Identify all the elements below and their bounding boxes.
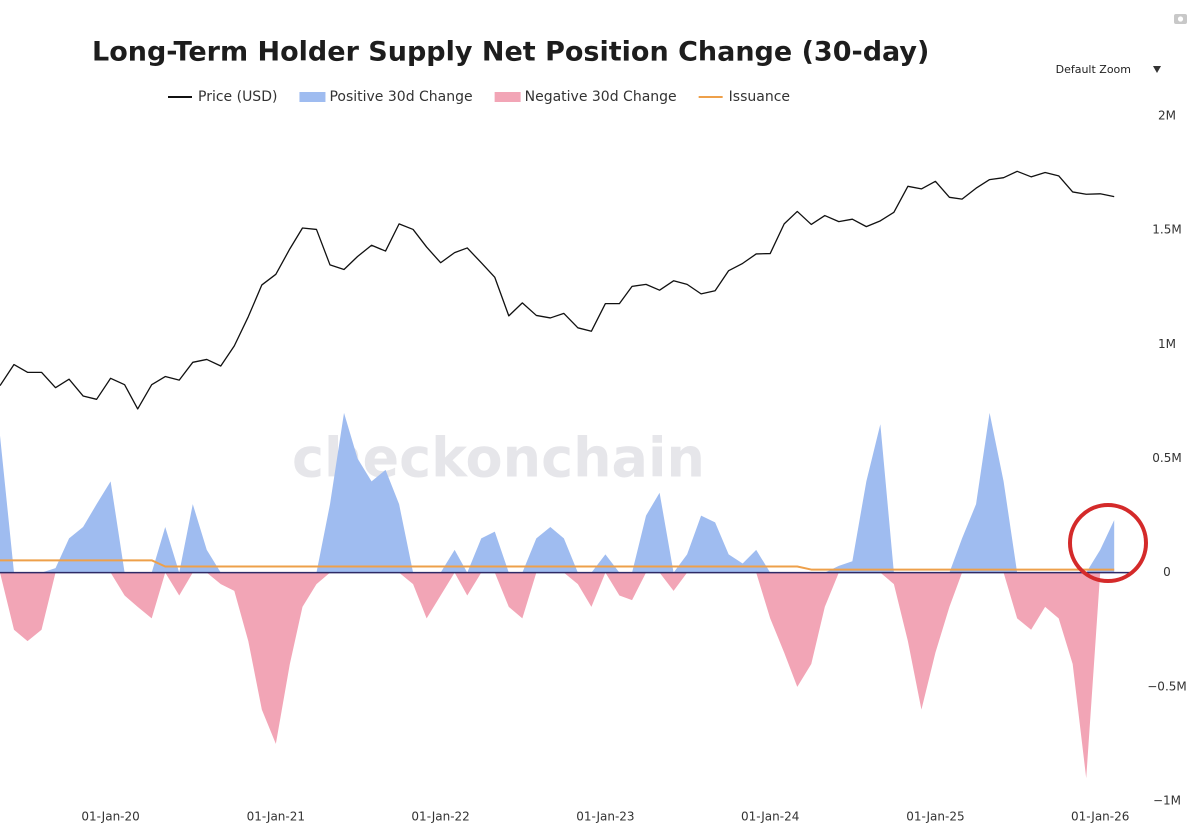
x-tick-label: 01-Jan-22 — [411, 810, 469, 824]
zoom-dropdown-arrow[interactable] — [1153, 66, 1161, 73]
y-tick-label: 1M — [1158, 337, 1176, 351]
y-tick-label: 1.5M — [1152, 223, 1181, 237]
legend-swatch — [494, 92, 521, 102]
zoom-control[interactable]: Default Zoom — [1056, 63, 1131, 76]
legend-swatch — [299, 92, 326, 102]
y-tick-label: 0 — [1163, 565, 1171, 579]
chart-title: Long-Term Holder Supply Net Position Cha… — [92, 37, 929, 68]
highlight-circle — [1068, 503, 1148, 583]
camera-icon[interactable] — [1174, 14, 1187, 24]
x-tick-label: 01-Jan-20 — [81, 810, 139, 824]
x-tick-label: 01-Jan-25 — [906, 810, 964, 824]
x-tick-label: 01-Jan-24 — [741, 810, 799, 824]
legend-label: Negative 30d Change — [525, 89, 677, 105]
background-layer: 2M 1.5M 1M 0.5M 0 −0.5M −1M 01-Jan-20 01-Jan-21 0… — [81, 109, 1186, 824]
area — [0, 572, 1115, 779]
legend: Price (USD) Positive 30d Change Negative 3… — [168, 89, 790, 105]
x-tick-label: 01-Jan-23 — [576, 810, 634, 824]
y-tick-label: −0.5M — [1147, 679, 1187, 693]
data-layer — [0, 170, 1130, 779]
y-tick-label: −1M — [1153, 794, 1181, 808]
legend-label: Issuance — [729, 89, 790, 105]
y-tick-label: 0.5M — [1152, 451, 1181, 465]
line — [0, 559, 1115, 571]
line — [0, 170, 1115, 410]
area — [0, 412, 1115, 573]
x-tick-label: 01-Jan-26 — [1071, 810, 1129, 824]
legend-label: Price (USD) — [198, 89, 277, 105]
x-tick-label: 01-Jan-21 — [247, 810, 305, 824]
camera-lens[interactable] — [1177, 16, 1184, 22]
y-tick-label: 2M — [1158, 109, 1176, 123]
legend-label: Positive 30d Change — [329, 89, 472, 105]
